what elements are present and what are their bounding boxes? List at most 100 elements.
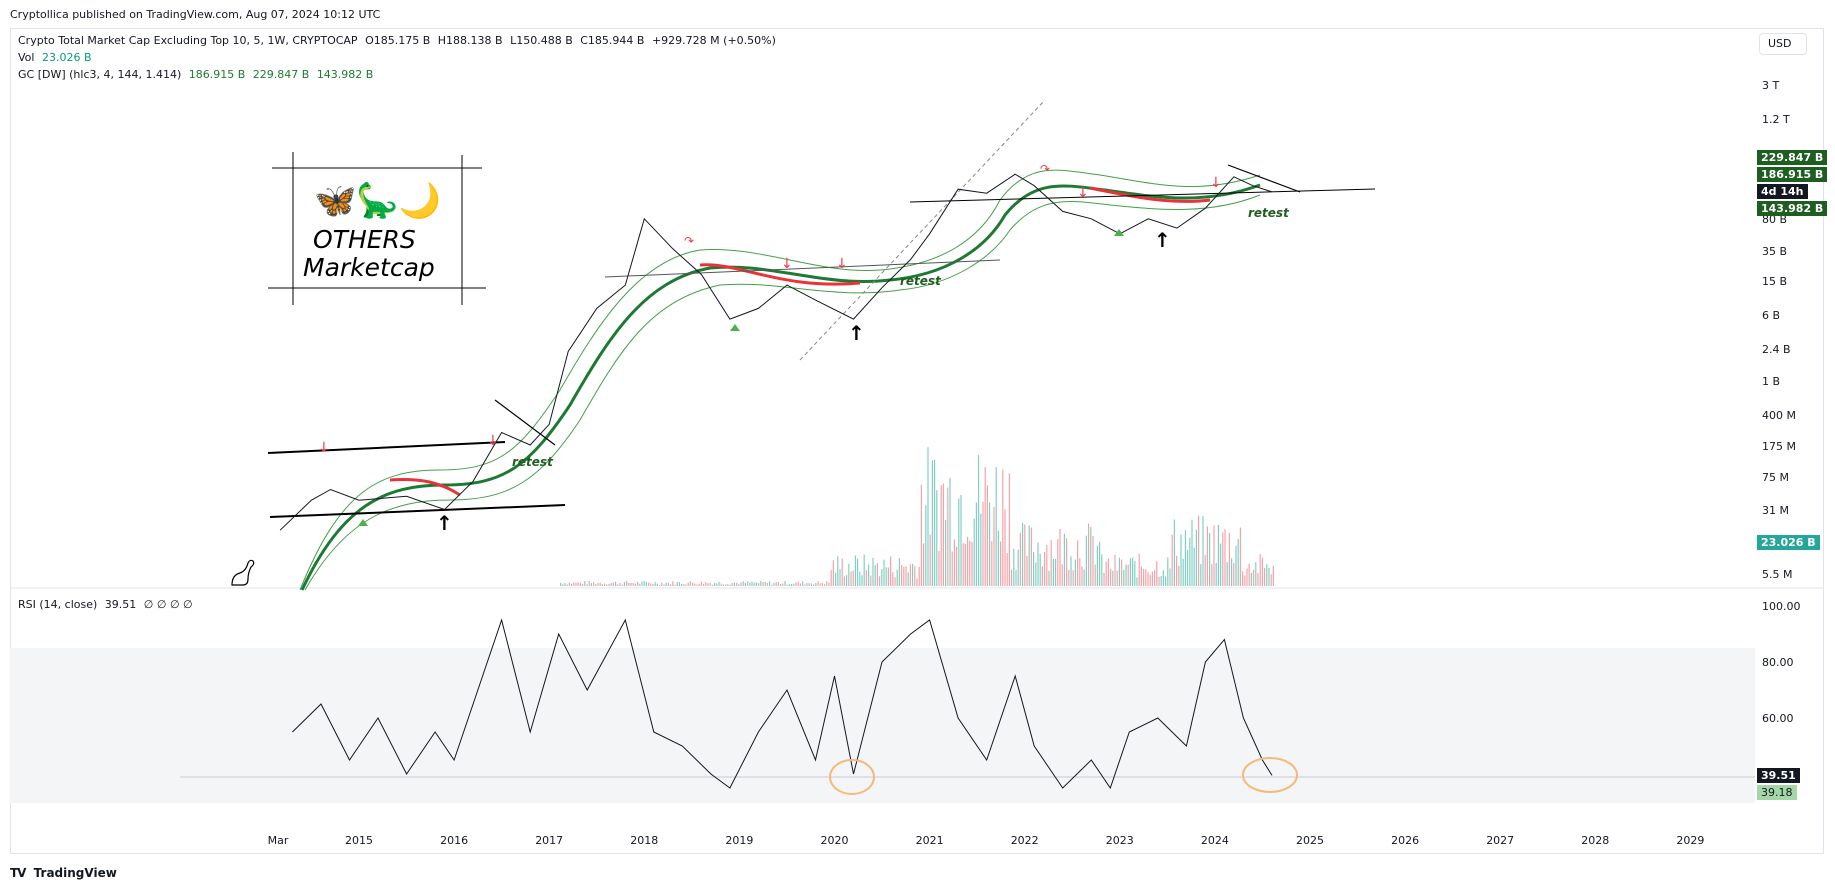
trendline-channel-dashed xyxy=(799,99,1046,361)
time-axis[interactable]: Mar 2015 2016 2017 2018 2019 2020 2021 2022 2023 2… xyxy=(268,834,1705,847)
volume-bar xyxy=(1107,558,1109,586)
volume-bar xyxy=(1101,554,1103,586)
chart-frame xyxy=(10,28,1824,854)
volume-bar xyxy=(1099,541,1101,586)
volume-bar xyxy=(788,584,790,586)
volume-bar xyxy=(947,487,949,586)
volume-bar xyxy=(1250,572,1252,586)
volume-bar xyxy=(652,583,654,586)
volume-bar xyxy=(1068,570,1070,586)
volume-bar xyxy=(986,485,988,586)
volume-bar xyxy=(1035,562,1037,586)
price-tag-upper: 229.847 B xyxy=(1757,150,1828,165)
volume-bar xyxy=(755,582,757,586)
volume-bar xyxy=(648,582,650,586)
volume-bar xyxy=(1187,550,1189,586)
symbol-title[interactable]: Crypto Total Market Cap Excluding Top 10… xyxy=(18,34,358,47)
tradingview-logo-icon: TV xyxy=(10,866,27,880)
gc-legend: GC [DW] (hlc3, 4, 144, 1.414) 186.915 B … xyxy=(18,68,373,81)
volume-bar xyxy=(819,583,821,586)
volume-bar xyxy=(1195,529,1197,586)
time-tick-label: 2023 xyxy=(1106,834,1134,847)
gc-value-1: 186.915 B xyxy=(188,68,246,81)
volume-bar xyxy=(1033,551,1035,586)
volume-bar xyxy=(1189,537,1191,586)
trendline-mid-range xyxy=(604,259,1001,278)
volume-bar xyxy=(1011,569,1013,586)
volume-bars xyxy=(560,447,1274,586)
volume-bar xyxy=(742,581,744,586)
volume-bar xyxy=(1209,533,1211,586)
volume-bar xyxy=(1213,525,1215,586)
high-value: H188.138 B xyxy=(437,34,503,47)
volume-bar xyxy=(586,584,588,586)
volume-bar xyxy=(1002,469,1004,586)
rsi-label[interactable]: RSI (14, close) xyxy=(18,598,98,611)
price-tick-label: 75 M xyxy=(1762,471,1789,484)
volume-bar xyxy=(826,581,828,586)
volume-bar xyxy=(643,581,645,586)
volume-bar xyxy=(887,567,889,586)
price-series-line xyxy=(279,173,1273,531)
volume-bar xyxy=(762,582,764,586)
currency-button[interactable]: USD xyxy=(1759,33,1807,55)
volume-bar xyxy=(694,583,696,586)
volume-bar xyxy=(753,582,755,586)
gc-label[interactable]: GC [DW] (hlc3, 4, 144, 1.414) xyxy=(18,68,182,81)
volume-bar xyxy=(641,581,643,586)
volume-bar xyxy=(1118,557,1120,586)
volume-bar xyxy=(1052,559,1054,586)
volume-bar xyxy=(872,557,874,586)
volume-bar xyxy=(879,576,881,586)
volume-bar xyxy=(1041,566,1043,586)
volume-bar xyxy=(727,584,729,586)
volume-bar xyxy=(912,563,914,586)
volume-bar xyxy=(885,567,887,586)
volume-bar xyxy=(1074,559,1076,586)
volume-bar xyxy=(863,554,865,586)
volume-bar xyxy=(1220,543,1222,586)
volume-bar xyxy=(716,583,718,586)
volume-bar xyxy=(1244,575,1246,586)
red-arrow-marker: ↓ xyxy=(1077,185,1089,201)
volume-bar xyxy=(1253,569,1255,586)
dino-icon xyxy=(231,559,255,586)
volume-bar xyxy=(907,572,909,586)
volume-bar xyxy=(802,581,804,586)
volume-bar xyxy=(654,582,656,586)
volume-bar xyxy=(956,546,958,586)
volume-bar xyxy=(733,582,735,586)
volume-bar xyxy=(848,563,850,586)
footer-brand[interactable]: TV TradingView xyxy=(10,866,117,880)
volume-bar xyxy=(857,558,859,586)
volume-bar xyxy=(841,558,843,586)
volume-bar xyxy=(1079,558,1081,586)
time-tick-label: 2024 xyxy=(1201,834,1229,847)
volume-bar xyxy=(1028,525,1030,586)
trendline-upper-range xyxy=(267,441,506,454)
volume-bar xyxy=(1129,558,1131,586)
time-tick-label: 2020 xyxy=(821,834,849,847)
red-arrow-marker: ↓ xyxy=(487,433,499,449)
rsi-band xyxy=(10,648,1755,803)
volume-bar xyxy=(1123,569,1125,586)
volume-bar xyxy=(828,582,830,586)
volume-bar xyxy=(1092,535,1094,586)
time-tick-label: Mar xyxy=(268,834,289,847)
volume-bar xyxy=(1143,569,1145,586)
volume-bar xyxy=(894,577,896,586)
volume-bar xyxy=(1039,553,1041,586)
vol-label[interactable]: Vol xyxy=(18,51,35,64)
price-tick-label: 6 B xyxy=(1762,309,1780,322)
volume-bar xyxy=(832,560,834,586)
volume-bar xyxy=(1072,570,1074,586)
volume-bar xyxy=(1000,541,1002,586)
price-axis[interactable]: 3 T 1.2 T 80 B 35 B 15 B 6 B 2.4 B 1 B 400 M 175 … xyxy=(1762,79,1796,581)
volume-bar xyxy=(835,572,837,586)
volume-bar xyxy=(1050,539,1052,586)
rsi-axis[interactable]: 100.00 80.00 60.00 xyxy=(1762,600,1801,725)
volume-bar xyxy=(1114,554,1116,586)
volume-bar xyxy=(993,506,995,586)
volume-bar xyxy=(865,570,867,586)
volume-bar xyxy=(852,570,854,586)
